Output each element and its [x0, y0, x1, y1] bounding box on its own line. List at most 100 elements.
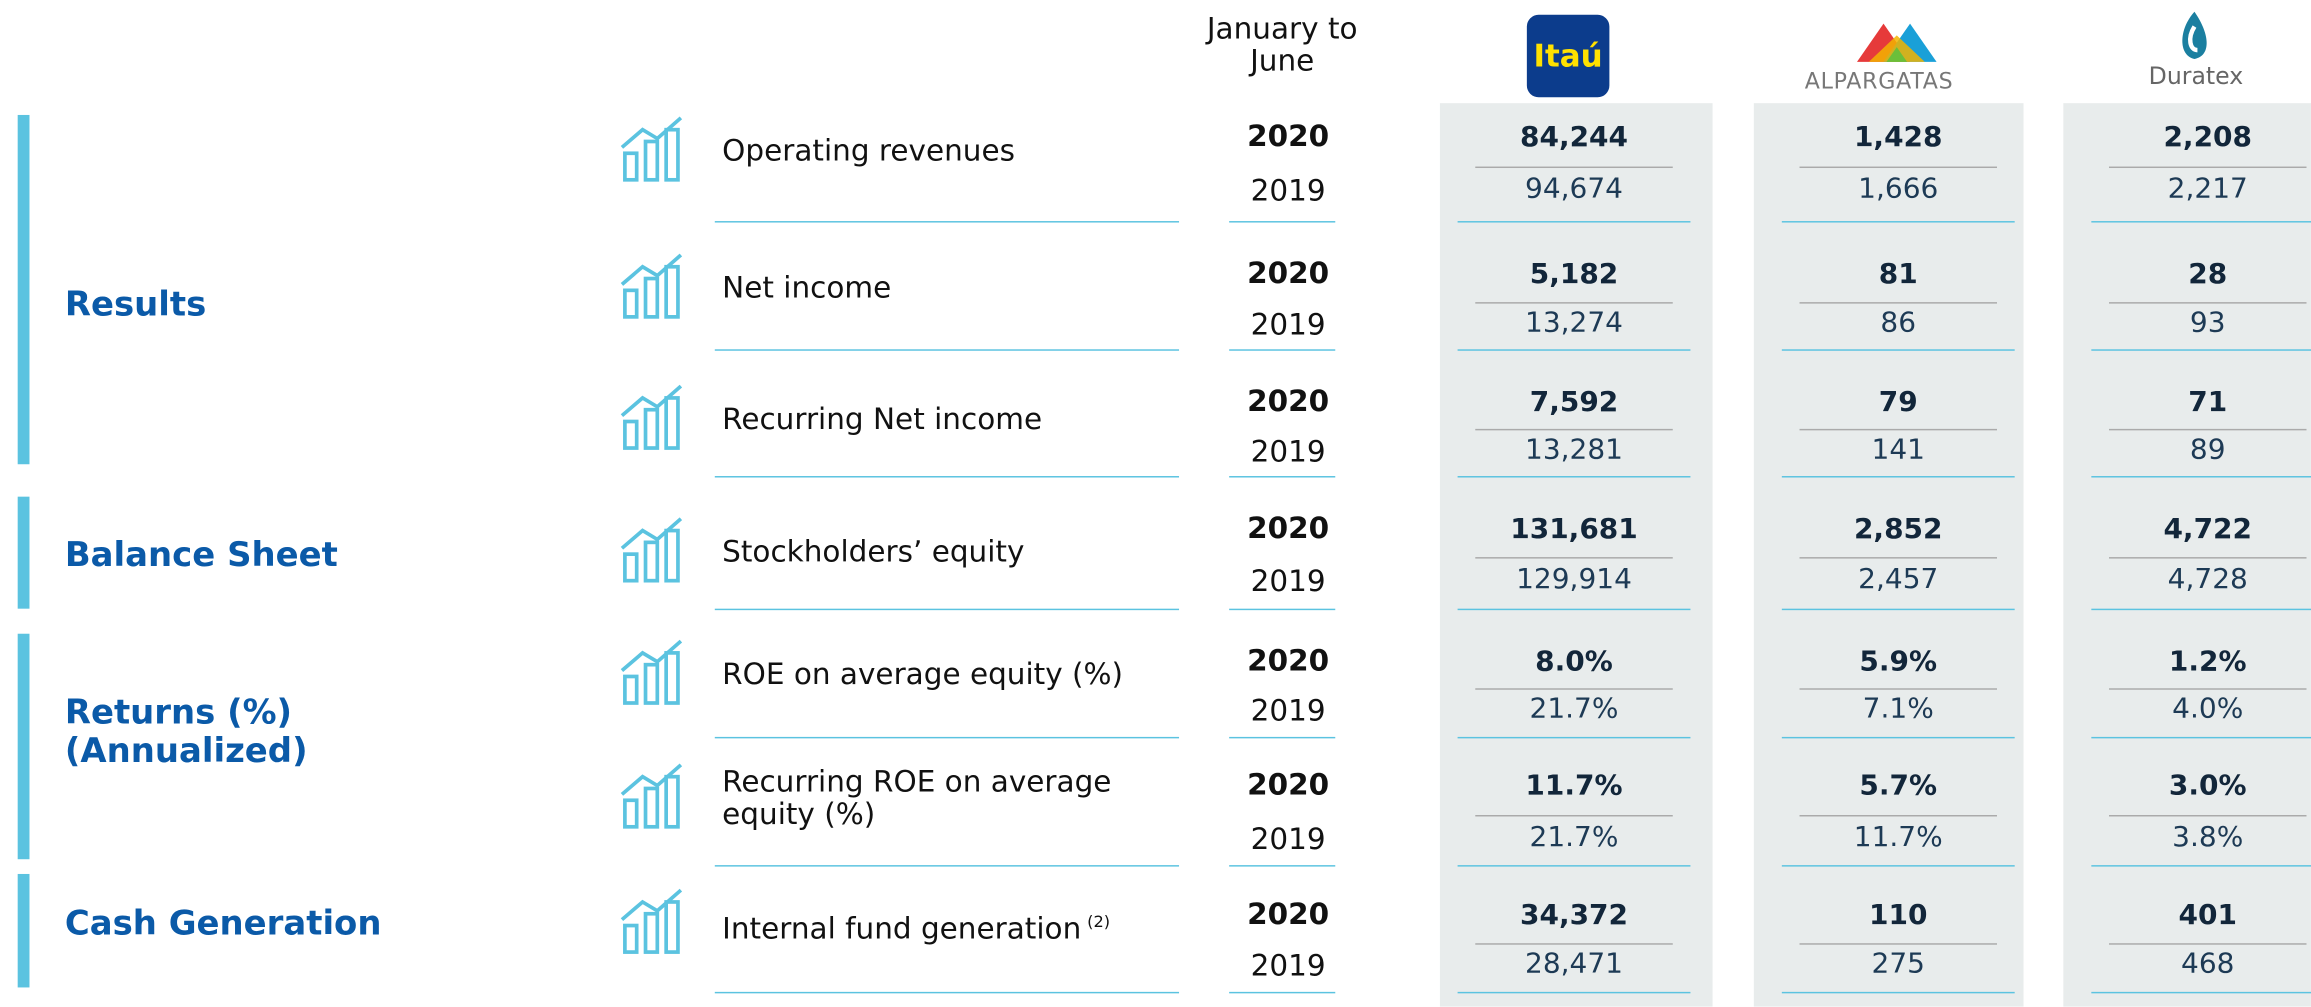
year: 2020: [1247, 766, 1330, 802]
value-previous: 11.7%: [1853, 820, 1943, 854]
row-rule: [1229, 865, 1336, 867]
row-rule: [2091, 476, 2311, 478]
row-rule: [2091, 349, 2311, 351]
year: 2020: [1247, 896, 1330, 932]
company-name: Duratex: [2148, 61, 2244, 90]
value-current: 1.2%: [2168, 645, 2247, 678]
row-rule: [1229, 736, 1336, 739]
row-rule: [1781, 476, 2015, 478]
year: 2020: [1247, 117, 1330, 154]
company-name: Itaú: [1533, 38, 1603, 74]
value-current: 5.7%: [1859, 769, 1938, 802]
value-previous: 129,914: [1516, 562, 1632, 596]
row-rule: [714, 608, 1180, 611]
row-rule: [714, 736, 1180, 739]
label-text: Stockholders’ equity: [722, 533, 1025, 569]
value-previous: 28,471: [1525, 947, 1623, 981]
value-current: 110: [1869, 899, 1928, 932]
value-current: 1,428: [1853, 120, 1943, 154]
value-rule: [2109, 814, 2307, 816]
section-title: Results: [64, 285, 207, 325]
row-label: Stockholders’ equity: [722, 535, 1164, 567]
year: 2019: [1250, 172, 1326, 208]
row-rule: [1457, 736, 1691, 739]
value-current: 71: [2188, 386, 2228, 419]
row-rule: [1781, 221, 2015, 223]
section-title: Cash Generation: [64, 904, 382, 944]
value-current: 401: [2178, 899, 2237, 932]
row-rule: [2091, 736, 2311, 739]
row-rule: [1457, 865, 1691, 867]
section-bar: [17, 496, 30, 609]
value-previous: 1,666: [1858, 172, 1939, 205]
year: 2019: [1250, 692, 1326, 729]
value-previous: 86: [1880, 306, 1917, 339]
value-previous: 141: [1871, 433, 1925, 466]
value-previous: 3.8%: [2172, 820, 2244, 854]
value-rule: [1799, 428, 1997, 431]
row-rule: [2091, 221, 2311, 223]
value-previous: 93: [2189, 306, 2226, 339]
value-current: 4,722: [2163, 512, 2253, 546]
row-rule: [1229, 608, 1336, 611]
value-previous: 468: [2181, 947, 2235, 981]
value-rule: [1799, 942, 1997, 944]
value-rule: [1475, 942, 1673, 944]
row-rule: [1781, 349, 2015, 351]
row-rule: [1781, 991, 2015, 994]
year: 2019: [1250, 433, 1326, 469]
row-rule: [714, 221, 1180, 223]
label-text: Recurring ROE on average equity (%): [722, 763, 1112, 832]
value-current: 2,852: [1853, 512, 1943, 546]
row-rule: [714, 349, 1180, 351]
value-current: 28: [2188, 257, 2228, 291]
value-previous: 89: [2189, 433, 2226, 466]
value-rule: [2109, 688, 2307, 690]
year: 2019: [1250, 306, 1326, 342]
row-rule: [1457, 991, 1691, 994]
row-rule: [1229, 221, 1336, 223]
row-rule: [714, 991, 1180, 994]
row-icon: [613, 377, 696, 460]
value-current: 3.0%: [2168, 769, 2247, 802]
label-text: ROE on average equity (%): [722, 655, 1124, 692]
label-text: Operating revenues: [722, 132, 1015, 169]
row-icon: [613, 881, 696, 964]
period-header: January to June: [1206, 10, 1358, 79]
value-rule: [2109, 942, 2307, 944]
label-text: Net income: [722, 269, 892, 306]
row-rule: [714, 865, 1180, 867]
value-rule: [2109, 301, 2307, 303]
value-rule: [1475, 428, 1673, 431]
row-rule: [2091, 865, 2311, 867]
row-icon: [613, 246, 696, 329]
value-rule: [1799, 688, 1997, 690]
value-current: 5,182: [1529, 257, 1619, 291]
itau-logo: Itaú: [1526, 14, 1610, 98]
alpargatas-logo-mark: [1856, 23, 1937, 62]
column-bg: [1753, 103, 2024, 1007]
duratex-logo-mark: [2182, 11, 2207, 59]
value-current: 84,244: [1519, 120, 1629, 154]
year: 2020: [1247, 642, 1330, 678]
label-text: Recurring Net income: [722, 400, 1043, 437]
value-current: 5.9%: [1859, 645, 1938, 678]
value-previous: 2,217: [2167, 172, 2248, 205]
row-label: Operating revenues: [722, 134, 1164, 166]
row-rule: [1457, 221, 1691, 223]
label-text: Internal fund generation: [722, 910, 1082, 946]
row-label: Internal fund generation (2): [722, 906, 1164, 944]
row-label: ROE on average equity (%): [722, 657, 1164, 689]
row-rule: [2091, 991, 2311, 994]
value-previous: 94,674: [1525, 172, 1623, 205]
section-bar: [17, 114, 30, 465]
value-current: 7,592: [1529, 386, 1619, 419]
value-previous: 13,281: [1525, 433, 1623, 466]
value-previous: 21.7%: [1529, 692, 1619, 726]
row-label: Recurring ROE on average equity (%): [722, 765, 1120, 830]
row-icon: [613, 109, 696, 192]
year: 2020: [1247, 509, 1330, 546]
value-current: 8.0%: [1535, 645, 1613, 678]
